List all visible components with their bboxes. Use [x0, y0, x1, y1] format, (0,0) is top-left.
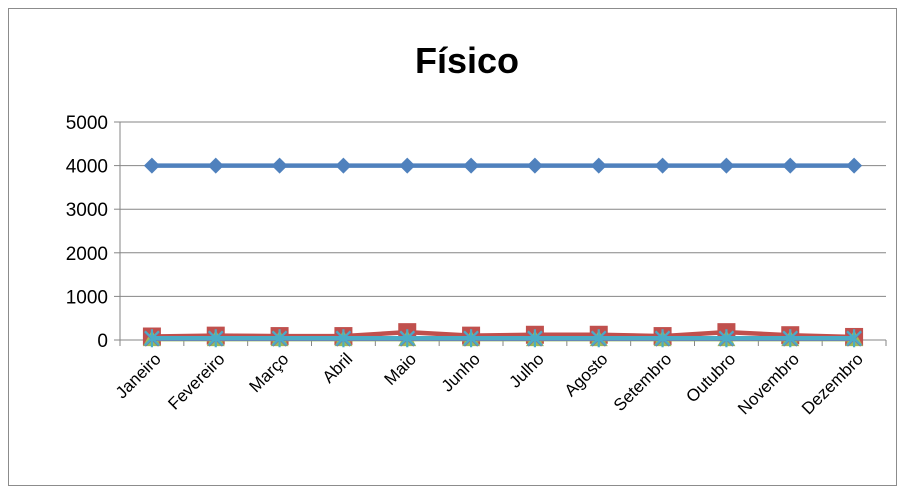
x-category-label: Agosto — [561, 349, 612, 400]
data-point-star — [207, 329, 224, 348]
x-category-label: Abril — [319, 349, 356, 386]
data-point-star — [782, 329, 799, 348]
chart-frame: Físico 0 1000 2000 3000 4000 5000 Janeiro Fever… — [8, 8, 897, 486]
data-point-diamond — [271, 157, 288, 174]
data-point-star — [654, 329, 671, 348]
data-point-diamond — [207, 157, 224, 174]
data-point-star — [846, 329, 862, 348]
x-category-label: Outubro — [682, 349, 739, 406]
data-point-diamond — [463, 157, 480, 174]
data-point-diamond — [399, 157, 416, 174]
data-point-diamond — [654, 157, 671, 174]
y-tick-label: 2000 — [66, 244, 108, 265]
data-point-star — [590, 329, 607, 348]
x-category-label: Julho — [506, 349, 548, 391]
x-category-label: Junho — [438, 349, 484, 395]
x-category-label: Novembro — [734, 349, 803, 418]
data-point-star — [463, 329, 479, 348]
y-tick-label: 4000 — [66, 157, 108, 178]
data-point-diamond — [335, 157, 352, 174]
data-point-diamond — [526, 157, 543, 174]
x-category-label: Setembro — [610, 349, 676, 415]
data-point-star — [335, 329, 352, 348]
x-category-label: Março — [246, 349, 293, 396]
data-point-star — [527, 329, 543, 348]
x-category-label: Dezembro — [798, 349, 867, 418]
data-point-star — [271, 329, 288, 348]
chart-title: Físico — [415, 40, 519, 81]
y-tick-label: 1000 — [66, 287, 108, 308]
y-tick-label: 0 — [97, 331, 108, 352]
x-category-label: Fevereiro — [164, 349, 228, 413]
data-point-diamond — [718, 157, 735, 174]
data-point-star — [718, 329, 735, 348]
data-point-star — [144, 329, 160, 348]
y-tick-label: 5000 — [66, 113, 108, 134]
data-point-star — [399, 329, 416, 348]
data-point-diamond — [782, 157, 799, 174]
data-point-diamond — [590, 157, 607, 174]
x-category-label: Janeiro — [112, 349, 165, 402]
line-chart: Físico 0 1000 2000 3000 4000 5000 Janeiro Fever… — [66, 40, 887, 418]
y-tick-label: 3000 — [66, 200, 108, 221]
data-point-diamond — [143, 157, 160, 174]
x-category-label: Maio — [381, 349, 420, 388]
series-line — [151, 329, 855, 340]
data-point-diamond — [846, 157, 863, 174]
